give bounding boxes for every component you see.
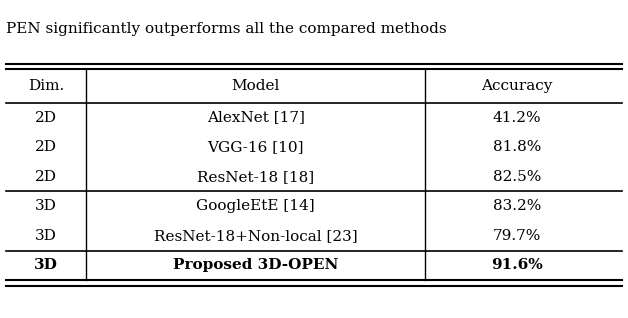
Text: AlexNet [17]: AlexNet [17] [207,110,305,125]
Text: 91.6%: 91.6% [491,258,543,273]
Text: VGG-16 [10]: VGG-16 [10] [207,140,304,154]
Text: Model: Model [231,79,279,93]
Text: 3D: 3D [35,229,57,243]
Text: 83.2%: 83.2% [493,199,541,213]
Text: 2D: 2D [35,140,57,154]
Text: 2D: 2D [35,110,57,125]
Text: 81.8%: 81.8% [493,140,541,154]
Text: ResNet-18+Non-local [23]: ResNet-18+Non-local [23] [154,229,357,243]
Text: Accuracy: Accuracy [482,79,553,93]
Text: GoogleEtE [14]: GoogleEtE [14] [196,199,315,213]
Text: Proposed 3D-OPEN: Proposed 3D-OPEN [173,258,338,273]
Text: 2D: 2D [35,169,57,184]
Text: 79.7%: 79.7% [493,229,541,243]
Text: Dim.: Dim. [28,79,65,93]
Text: ResNet-18 [18]: ResNet-18 [18] [197,169,314,184]
Text: PEN significantly outperforms all the compared methods: PEN significantly outperforms all the co… [6,22,447,36]
Text: 3D: 3D [35,258,58,273]
Text: 41.2%: 41.2% [493,110,541,125]
Text: 3D: 3D [35,199,57,213]
Text: 82.5%: 82.5% [493,169,541,184]
